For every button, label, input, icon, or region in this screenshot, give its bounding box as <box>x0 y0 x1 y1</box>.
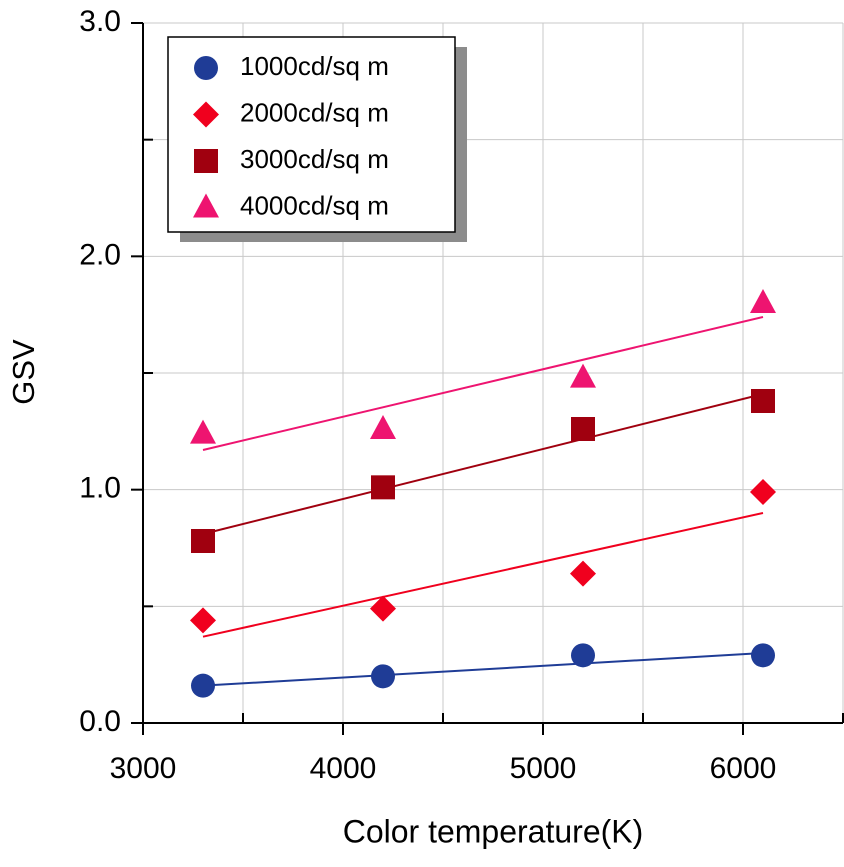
point <box>571 417 595 441</box>
x-tick-label: 6000 <box>710 752 777 785</box>
trendline <box>202 393 764 535</box>
y-axis-label: GSV <box>6 339 41 405</box>
legend-marker <box>193 101 219 128</box>
point <box>190 419 216 444</box>
point <box>570 560 596 587</box>
x-tick-label: 3000 <box>110 752 177 785</box>
point <box>751 389 775 413</box>
y-tick-label: 2.0 <box>79 238 121 271</box>
legend-marker <box>194 149 218 173</box>
point <box>371 475 395 500</box>
trendline <box>202 316 764 451</box>
x-tick-label: 4000 <box>310 752 377 785</box>
point <box>570 363 596 388</box>
point <box>371 664 395 689</box>
legend-marker <box>194 56 218 80</box>
x-axis-label: Color temperature(K) <box>343 813 644 849</box>
legend-label: 3000cd/sq m <box>240 144 389 174</box>
trendline <box>202 512 764 638</box>
point <box>370 415 396 439</box>
point <box>190 607 216 634</box>
point <box>571 643 595 668</box>
legend-label: 4000cd/sq m <box>240 190 389 220</box>
trendline <box>202 652 764 687</box>
x-tick-label: 5000 <box>510 752 577 785</box>
point <box>191 673 215 698</box>
legend-label: 1000cd/sq m <box>240 51 389 81</box>
point <box>191 529 215 553</box>
point <box>750 289 776 313</box>
point <box>750 479 776 505</box>
point <box>370 595 396 622</box>
point <box>751 643 775 668</box>
legend-label: 2000cd/sq m <box>240 97 389 127</box>
y-tick-label: 3.0 <box>79 5 121 38</box>
y-tick-label: 0.0 <box>79 705 121 738</box>
legend-marker <box>193 193 219 218</box>
y-tick-label: 1.0 <box>79 472 121 505</box>
